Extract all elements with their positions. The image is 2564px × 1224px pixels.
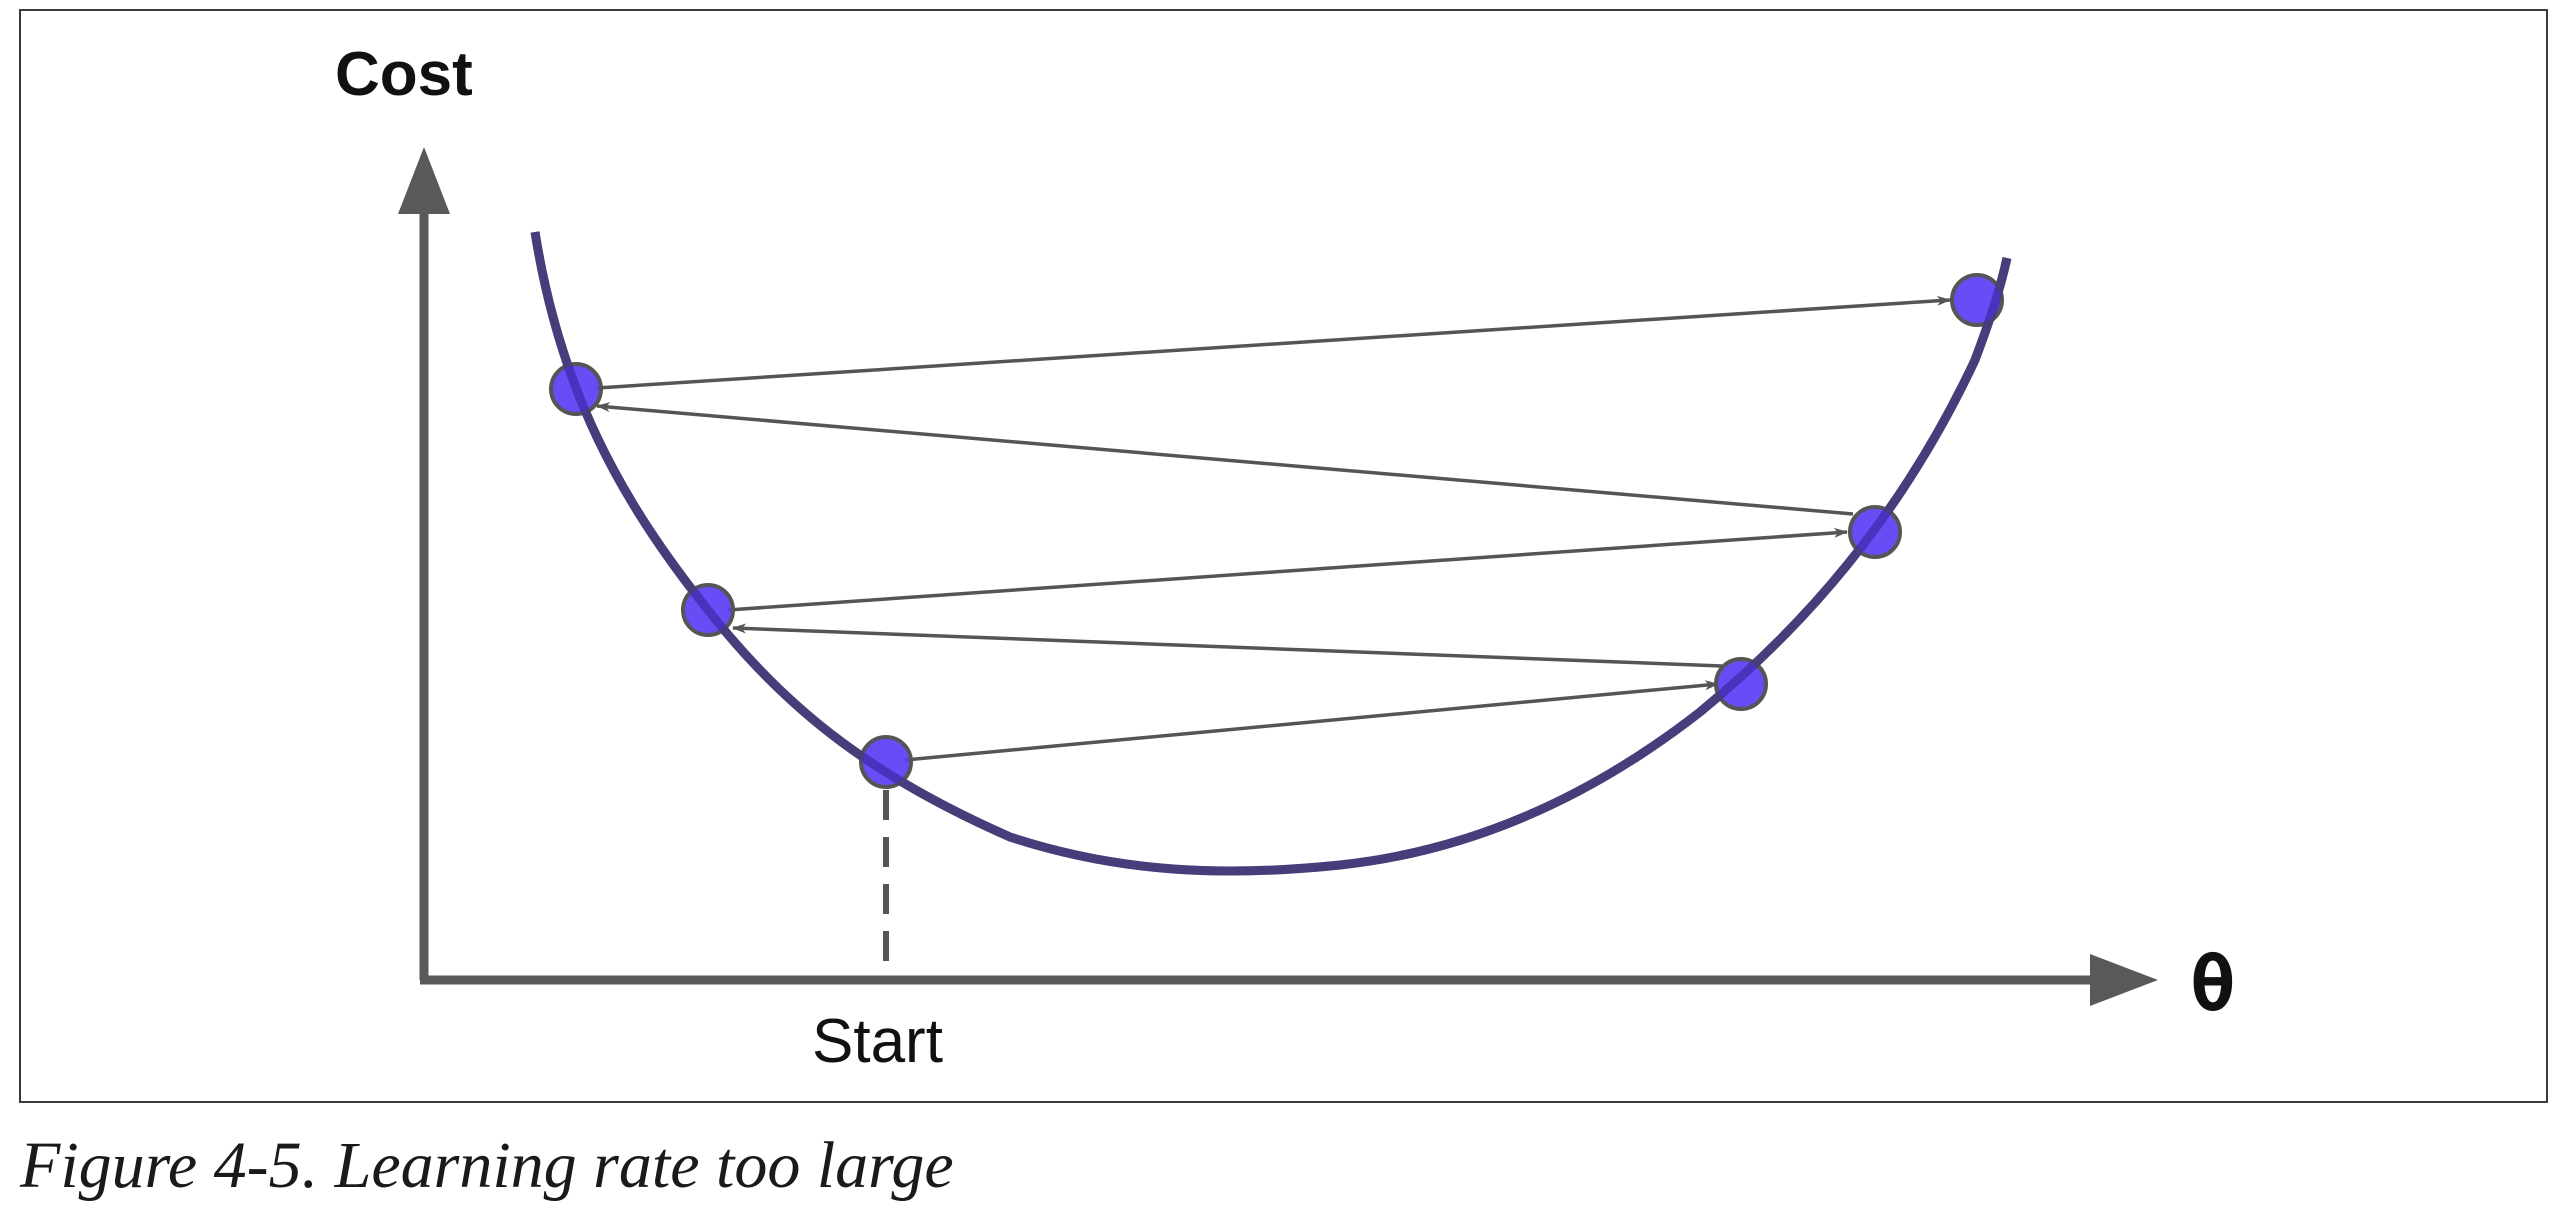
step-point-2 — [1714, 657, 1768, 711]
step-arrow-2 — [732, 623, 1723, 668]
step-arrow-4 — [596, 402, 1854, 516]
y-axis-arrowhead — [398, 147, 450, 214]
x-axis-label: θ — [2190, 939, 2236, 1028]
step-arrow-3 — [727, 527, 1848, 612]
x-axis-arrowhead — [2090, 954, 2158, 1006]
cost-curve — [530, 231, 2012, 876]
start-label: Start — [812, 1007, 943, 1076]
y-axis-label: Cost — [335, 40, 473, 109]
step-point-start — [859, 735, 913, 789]
step-arrow-1 — [904, 680, 1719, 762]
cost-curve-overlay — [530, 231, 2012, 876]
figure-caption: Figure 4-5. Learning rate too large — [20, 1129, 954, 1202]
step-arrow-5 — [596, 295, 1951, 390]
